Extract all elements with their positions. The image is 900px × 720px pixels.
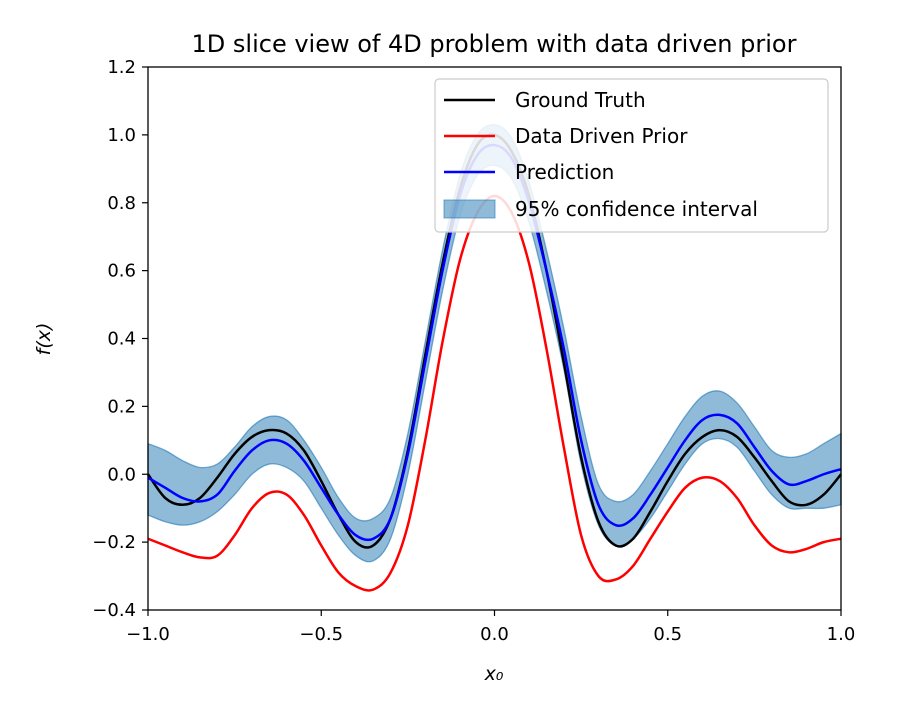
chart-title: 1D slice view of 4D problem with data dr… — [192, 30, 797, 58]
y-axis-label: f(x) — [33, 323, 55, 356]
axes-frame — [147, 66, 842, 611]
axis-ticks: −1.0 −0.5 0.0 0.5 1.0 −0.4 −0.2 0.0 0.2 0.4 0.6 0.8… — [92, 57, 855, 645]
x-tick-label: 0.5 — [653, 624, 682, 645]
x-tick-label: −1.0 — [126, 624, 170, 645]
legend-label-data-driven-prior: Data Driven Prior — [515, 124, 688, 148]
y-tick-label: 1.0 — [107, 125, 136, 146]
x-tick-label: 0.0 — [480, 624, 509, 645]
x-tick-label: −0.5 — [299, 624, 343, 645]
legend-label-ground-truth: Ground Truth — [515, 88, 646, 112]
y-tick-label: 0.8 — [107, 193, 136, 214]
y-tick-label: 0.4 — [107, 329, 136, 350]
y-tick-label: 0.6 — [107, 261, 136, 282]
legend-box — [434, 78, 829, 233]
legend-label-prediction: Prediction — [515, 160, 614, 184]
x-axis-label: x₀ — [484, 663, 504, 685]
y-tick-label: −0.2 — [92, 532, 136, 553]
y-tick-label: 0.2 — [107, 396, 136, 417]
y-tick-label: 0.0 — [107, 464, 136, 485]
y-tick-label: −0.4 — [92, 600, 136, 621]
y-tick-label: 1.2 — [107, 57, 136, 78]
legend-swatch-confidence-interval — [443, 199, 496, 219]
x-tick-label: 1.0 — [827, 624, 856, 645]
legend-label-confidence-interval: 95% confidence interval — [515, 197, 758, 221]
legend: Ground Truth Data Driven Prior Predictio… — [434, 78, 829, 233]
